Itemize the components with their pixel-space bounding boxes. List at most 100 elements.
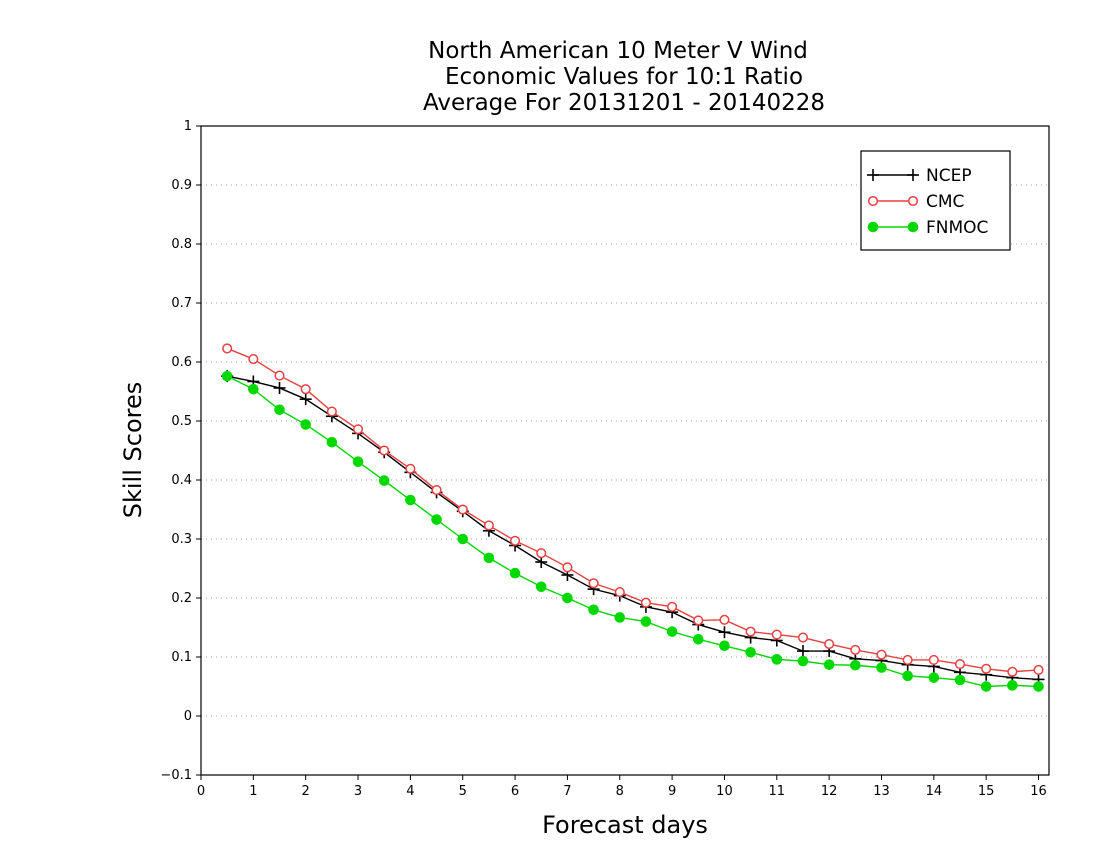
x-tick-label: 9 (668, 784, 676, 799)
series-fnmoc (221, 370, 1044, 692)
legend-item-ncep: NCEP (867, 166, 972, 186)
data-point-cmc (1007, 666, 1018, 677)
data-point-fnmoc (980, 681, 992, 692)
data-point-fnmoc (745, 646, 756, 658)
legend-marker-ncep (867, 169, 879, 181)
data-point-cmc (326, 406, 337, 417)
x-tick-label: 1 (249, 784, 257, 799)
data-point-fnmoc (1007, 680, 1018, 691)
data-point-cmc (981, 663, 992, 674)
x-tick-label: 12 (821, 784, 838, 799)
data-point-cmc (510, 535, 521, 546)
data-point-cmc (274, 370, 285, 381)
x-tick-label: 2 (302, 784, 310, 799)
legend-label-ncep: NCEP (926, 166, 972, 186)
x-tick-label: 3 (354, 784, 362, 799)
x-tick-label: 8 (616, 784, 624, 799)
data-point-ncep (796, 645, 809, 658)
y-tick-label: 0.2 (171, 591, 192, 606)
data-point-fnmoc (326, 436, 338, 448)
data-point-cmc (850, 644, 861, 655)
data-point-fnmoc (300, 419, 311, 430)
data-point-fnmoc (692, 634, 704, 645)
data-point-fnmoc (771, 654, 783, 665)
legend-label-cmc: CMC (926, 192, 964, 212)
data-point-cmc (457, 504, 468, 515)
chart-title-line-2: Economic Values for 10:1 Ratio (445, 64, 803, 90)
data-point-fnmoc (457, 533, 469, 545)
y-tick-label: −0.1 (160, 768, 192, 783)
x-tick-label: 7 (563, 784, 571, 799)
data-point-ncep (299, 393, 312, 406)
legend-marker-fnmoc (867, 221, 879, 233)
y-tick-label: 0.5 (171, 414, 192, 429)
plot-area (200, 125, 1050, 776)
y-tick-label: 0.1 (171, 650, 192, 665)
data-point-cmc (928, 654, 939, 666)
x-tick-label: 10 (716, 784, 733, 799)
data-point-fnmoc (954, 674, 966, 686)
data-point-fnmoc (535, 581, 547, 593)
axis-ticks: −0.100.10.20.30.40.50.60.70.80.910 1 2 3 4 5 6… (160, 119, 1046, 799)
data-point-fnmoc (902, 670, 913, 682)
data-point-cmc (719, 614, 730, 625)
data-point-cmc (745, 626, 756, 637)
data-point-fnmoc (562, 592, 573, 604)
data-point-cmc (379, 445, 390, 456)
data-point-cmc (562, 562, 573, 573)
data-point-cmc (902, 654, 913, 666)
data-point-fnmoc (823, 659, 835, 670)
x-tick-label: 13 (873, 784, 890, 799)
data-point-cmc (352, 424, 364, 435)
series-ncep (221, 370, 1045, 686)
data-point-fnmoc (431, 514, 442, 525)
x-axis-label: Forecast days (542, 811, 708, 839)
data-point-fnmoc (274, 404, 285, 416)
data-point-cmc (771, 629, 782, 640)
data-point-fnmoc (928, 672, 940, 683)
y-tick-label: 0.8 (171, 237, 192, 252)
data-point-fnmoc (876, 662, 887, 673)
x-tick-label: 4 (406, 784, 414, 799)
data-point-cmc (222, 343, 233, 354)
data-point-ncep (718, 626, 731, 639)
data-point-cmc (640, 597, 651, 608)
data-point-cmc (693, 615, 704, 626)
series-cmc (222, 343, 1044, 677)
data-point-cmc (824, 638, 835, 650)
chart-title-line-1: North American 10 Meter V Wind (428, 38, 808, 64)
x-tick-label: 11 (769, 784, 786, 799)
y-tick-label: 1 (184, 119, 192, 134)
y-tick-label: 0.4 (171, 473, 192, 488)
x-tick-label: 0 (197, 784, 205, 799)
data-point-fnmoc (352, 456, 364, 468)
legend-marker-fnmoc (907, 221, 919, 233)
data-point-fnmoc (483, 552, 495, 564)
data-point-fnmoc (221, 370, 233, 382)
data-point-fnmoc (248, 383, 259, 395)
chart-title-line-3: Average For 20131201 - 20140228 (423, 90, 825, 116)
series-line-cmc (226, 347, 1039, 673)
data-point-fnmoc (640, 616, 652, 627)
data-point-cmc (797, 632, 809, 643)
data-point-cmc (536, 548, 547, 559)
data-point-fnmoc (614, 612, 626, 623)
x-tick-label: 15 (978, 784, 995, 799)
data-point-cmc (876, 649, 887, 660)
data-point-cmc (483, 520, 494, 531)
legend-item-fnmoc: FNMOC (867, 218, 988, 238)
series-layer (221, 343, 1045, 692)
data-point-cmc (667, 601, 678, 612)
data-point-cmc (1033, 664, 1044, 676)
y-tick-label: 0.6 (171, 355, 192, 370)
data-point-fnmoc (850, 659, 861, 671)
y-tick-label: 0.9 (171, 178, 192, 193)
data-point-fnmoc (588, 604, 599, 616)
data-point-cmc (588, 578, 599, 589)
data-point-cmc (300, 384, 311, 395)
y-tick-label: 0 (184, 709, 192, 724)
data-point-fnmoc (378, 475, 390, 486)
legend-item-cmc: CMC (867, 192, 964, 212)
